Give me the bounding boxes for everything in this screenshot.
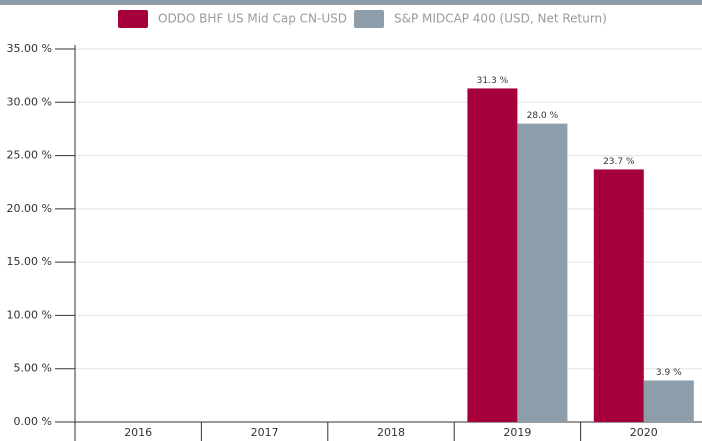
y-tick-label: 5.00 %	[14, 362, 52, 375]
x-tick-label: 2016	[124, 426, 152, 439]
y-tick-label: 20.00 %	[7, 202, 52, 215]
x-tick-label: 2018	[377, 426, 405, 439]
bar	[643, 380, 694, 422]
y-tick-label: 10.00 %	[7, 308, 52, 321]
legend-swatch	[354, 10, 384, 28]
x-tick-label: 2019	[503, 426, 531, 439]
y-tick-label: 30.00 %	[7, 95, 52, 108]
y-tick-label: 25.00 %	[7, 149, 52, 162]
value-label: 23.7 %	[603, 157, 635, 167]
legend-label: ODDO BHF US Mid Cap CN-USD	[158, 12, 347, 26]
top-bar	[0, 0, 702, 5]
value-label: 3.9 %	[656, 368, 682, 378]
bar	[517, 123, 568, 422]
value-label: 31.3 %	[477, 76, 509, 86]
y-tick-label: 35.00 %	[7, 42, 52, 55]
x-tick-label: 2017	[251, 426, 279, 439]
bar	[467, 88, 518, 422]
legend-label: S&P MIDCAP 400 (USD, Net Return)	[394, 12, 607, 26]
legend-swatch	[118, 10, 148, 28]
bar	[593, 169, 644, 422]
x-tick-label: 2020	[630, 426, 658, 439]
y-tick-label: 0.00 %	[14, 415, 52, 428]
y-tick-label: 15.00 %	[7, 255, 52, 268]
value-label: 28.0 %	[527, 111, 559, 121]
